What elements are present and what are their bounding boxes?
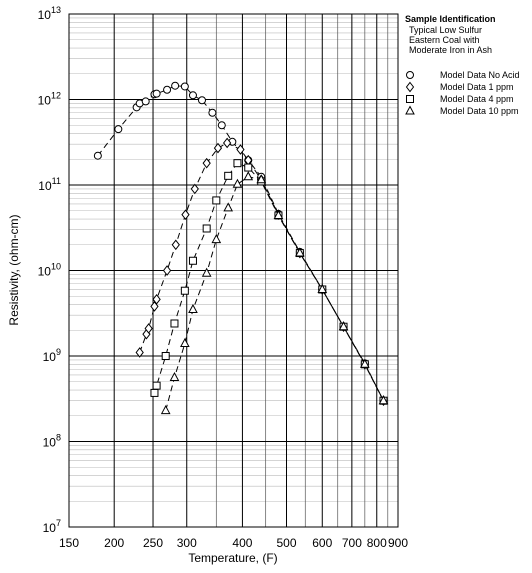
x-tick-label: 200 bbox=[104, 536, 124, 550]
marker bbox=[152, 381, 161, 390]
marker bbox=[163, 85, 172, 94]
x-tick-label: 500 bbox=[276, 536, 296, 550]
marker bbox=[256, 174, 267, 184]
marker bbox=[188, 91, 197, 100]
marker bbox=[150, 301, 159, 312]
marker bbox=[160, 405, 171, 415]
marker bbox=[190, 183, 199, 195]
y-tick-exponent: 12 bbox=[51, 91, 61, 101]
marker bbox=[197, 96, 206, 105]
y-tick-label: 1011 bbox=[38, 176, 61, 193]
y-tick-base: 10 bbox=[43, 521, 57, 535]
y-axis-label: Resistivity, (ohm-cm) bbox=[7, 214, 21, 325]
y-tick-label: 1013 bbox=[38, 5, 61, 22]
legend-label: Model Data No Acid bbox=[440, 70, 520, 80]
legend-subtitle: Moderate Iron in Ash bbox=[409, 45, 492, 55]
y-tick-base: 10 bbox=[38, 179, 52, 193]
marker bbox=[202, 224, 211, 233]
marker bbox=[273, 209, 284, 219]
y-tick-base: 10 bbox=[43, 436, 57, 450]
marker bbox=[244, 163, 253, 172]
marker bbox=[93, 151, 102, 160]
legend-subtitle: Eastern Coal with bbox=[409, 35, 480, 45]
marker bbox=[213, 142, 223, 154]
x-tick-label: 250 bbox=[143, 536, 163, 550]
y-tick-base: 10 bbox=[38, 265, 52, 279]
y-tick-label: 1010 bbox=[38, 262, 61, 279]
series-line bbox=[165, 176, 384, 411]
legend-label: Model Data 10 ppm bbox=[440, 106, 519, 116]
marker bbox=[201, 267, 212, 277]
x-tick-label: 800 bbox=[367, 536, 387, 550]
y-tick-label: 107 bbox=[43, 518, 61, 535]
marker bbox=[135, 347, 144, 358]
marker bbox=[295, 247, 305, 257]
marker bbox=[317, 283, 328, 293]
marker bbox=[171, 81, 180, 90]
x-tick-label: 900 bbox=[388, 536, 408, 550]
y-tick-exponent: 7 bbox=[56, 518, 61, 528]
legend-label: Model Data 1 ppm bbox=[440, 82, 514, 92]
marker bbox=[181, 209, 190, 220]
marker bbox=[162, 265, 172, 276]
x-axis-label: Temperature, (F) bbox=[188, 551, 277, 565]
marker bbox=[378, 395, 389, 405]
x-tick-label: 150 bbox=[59, 536, 79, 550]
y-tick-exponent: 13 bbox=[51, 5, 61, 15]
legend-marker bbox=[405, 105, 415, 115]
x-tick-label: 400 bbox=[232, 536, 252, 550]
marker bbox=[141, 97, 150, 106]
y-tick-base: 10 bbox=[38, 94, 52, 108]
marker bbox=[170, 319, 179, 328]
marker bbox=[236, 144, 245, 155]
marker bbox=[152, 89, 161, 98]
x-tick-label: 700 bbox=[342, 536, 362, 550]
y-tick-label: 109 bbox=[43, 347, 61, 364]
marker bbox=[217, 121, 226, 130]
marker bbox=[223, 202, 234, 212]
marker bbox=[233, 159, 242, 168]
marker bbox=[114, 125, 123, 134]
marker bbox=[208, 108, 217, 117]
legend-title: Sample Identification bbox=[405, 14, 496, 24]
legend-subtitle: Typical Low Sulfur bbox=[409, 25, 482, 35]
y-tick-label: 1012 bbox=[38, 91, 61, 108]
marker bbox=[202, 157, 211, 169]
x-tick-label: 600 bbox=[312, 536, 332, 550]
marker bbox=[180, 286, 189, 295]
marker bbox=[212, 196, 221, 205]
y-tick-base: 10 bbox=[43, 350, 57, 364]
marker bbox=[180, 82, 189, 91]
marker bbox=[161, 352, 170, 360]
y-tick-exponent: 10 bbox=[51, 262, 61, 272]
marker bbox=[232, 178, 243, 188]
marker bbox=[211, 234, 222, 244]
marker bbox=[152, 294, 161, 305]
y-tick-base: 10 bbox=[38, 8, 52, 22]
marker bbox=[224, 171, 233, 180]
legend-marker bbox=[406, 71, 414, 79]
x-tick-label: 300 bbox=[177, 536, 197, 550]
legend-marker bbox=[406, 95, 414, 103]
plot-frame bbox=[68, 13, 399, 528]
marker bbox=[180, 337, 190, 348]
marker bbox=[169, 371, 180, 382]
legend-label: Model Data 4 ppm bbox=[440, 94, 514, 104]
marker bbox=[188, 303, 198, 313]
marker bbox=[188, 256, 197, 265]
y-tick-label: 108 bbox=[43, 433, 61, 450]
marker bbox=[222, 137, 232, 149]
y-tick-exponent: 11 bbox=[52, 176, 61, 186]
y-tick-exponent: 8 bbox=[56, 433, 61, 443]
marker bbox=[144, 323, 153, 334]
legend-marker bbox=[405, 81, 415, 93]
y-tick-exponent: 9 bbox=[56, 347, 61, 357]
marker bbox=[171, 239, 180, 251]
marker bbox=[150, 388, 159, 397]
marker bbox=[359, 358, 370, 368]
marker bbox=[243, 171, 254, 181]
series-line bbox=[153, 162, 384, 401]
marker bbox=[338, 321, 349, 331]
